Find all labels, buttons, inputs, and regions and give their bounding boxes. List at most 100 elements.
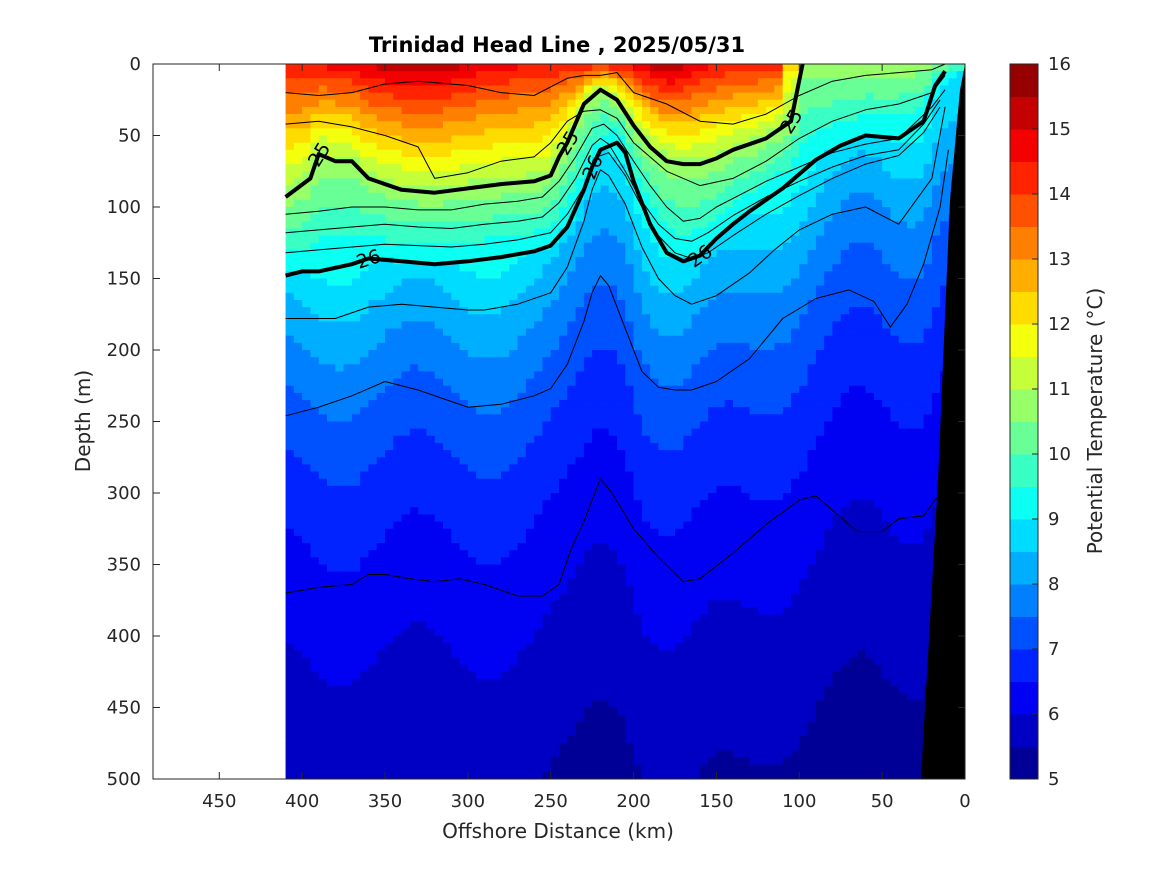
field-cell xyxy=(583,228,593,237)
field-cell xyxy=(376,156,386,165)
field-cell xyxy=(542,249,552,258)
field-cell xyxy=(443,671,452,680)
field-cell xyxy=(633,657,643,666)
field-cell xyxy=(368,478,378,487)
field-cell xyxy=(641,164,651,172)
field-cell xyxy=(666,314,676,322)
field-cell xyxy=(501,678,510,687)
field-cell xyxy=(318,600,328,608)
field-cell xyxy=(683,721,693,730)
field-cell xyxy=(459,235,469,244)
field-cell xyxy=(600,228,610,237)
field-cell xyxy=(467,578,477,587)
field-cell xyxy=(641,521,651,530)
field-cell xyxy=(650,514,660,523)
field-cell xyxy=(376,493,386,501)
field-cell xyxy=(666,257,676,265)
field-cell xyxy=(451,664,461,673)
field-cell xyxy=(451,514,461,523)
field-cell xyxy=(608,757,618,766)
field-cell xyxy=(675,450,684,458)
field-cell xyxy=(650,528,660,537)
field-cell xyxy=(401,135,411,144)
field-cell xyxy=(675,671,684,680)
field-cell xyxy=(467,700,477,709)
field-cell xyxy=(600,557,610,566)
field-cell xyxy=(409,392,419,401)
field-cell xyxy=(517,643,527,651)
field-cell xyxy=(443,171,452,179)
field-cell xyxy=(351,385,361,394)
field-cell xyxy=(310,106,320,115)
field-cell xyxy=(302,600,312,608)
field-cell xyxy=(293,757,303,766)
field-cell xyxy=(575,543,585,551)
field-cell xyxy=(509,421,519,430)
field-cell xyxy=(550,400,560,408)
field-cell xyxy=(443,199,452,208)
field-cell xyxy=(666,278,676,287)
field-cell xyxy=(459,142,469,151)
field-cell xyxy=(418,757,428,766)
field-cell xyxy=(418,421,428,430)
field-cell xyxy=(525,142,535,151)
field-cell xyxy=(542,156,552,165)
field-cell xyxy=(650,686,660,694)
field-cell xyxy=(583,636,593,644)
field-cell xyxy=(293,643,303,651)
field-cell xyxy=(351,378,361,387)
field-cell xyxy=(600,771,610,779)
field-cell xyxy=(509,535,519,544)
field-cell xyxy=(459,385,469,394)
field-cell xyxy=(385,249,394,258)
field-cell xyxy=(691,292,701,301)
field-cell xyxy=(310,78,320,87)
field-cell xyxy=(501,564,510,573)
field-cell xyxy=(459,500,469,508)
field-cell xyxy=(285,156,295,165)
field-cell xyxy=(476,493,486,501)
field-cell xyxy=(343,178,353,187)
field-cell xyxy=(608,71,618,79)
field-cell xyxy=(351,728,361,737)
field-cell xyxy=(501,621,510,630)
field-cell xyxy=(509,242,519,251)
field-cell xyxy=(376,378,386,387)
field-cell xyxy=(683,149,693,158)
field-cell xyxy=(691,564,701,573)
field-cell xyxy=(492,700,502,709)
field-cell xyxy=(542,71,552,79)
field-cell xyxy=(360,636,370,644)
field-cell xyxy=(459,457,469,465)
field-cell xyxy=(567,357,577,365)
field-cell xyxy=(285,207,295,215)
field-cell xyxy=(525,650,535,659)
field-cell xyxy=(451,271,461,280)
field-cell xyxy=(683,764,693,773)
field-cell xyxy=(476,621,486,630)
field-cell xyxy=(509,314,519,322)
field-cell xyxy=(426,528,436,537)
field-cell xyxy=(393,493,403,501)
field-cell xyxy=(509,707,519,716)
field-cell xyxy=(484,235,494,244)
field-cell xyxy=(484,578,494,587)
field-cell xyxy=(641,314,651,322)
field-cell xyxy=(625,428,635,437)
field-cell xyxy=(476,636,486,644)
field-cell xyxy=(418,364,428,373)
field-cell xyxy=(666,750,676,759)
field-cell xyxy=(426,307,436,315)
field-cell xyxy=(409,764,419,773)
field-cell xyxy=(501,149,510,158)
field-cell xyxy=(691,736,701,744)
field-cell xyxy=(517,307,527,315)
field-cell xyxy=(675,500,684,508)
field-cell xyxy=(426,392,436,401)
field-cell xyxy=(293,221,303,230)
field-cell xyxy=(617,357,626,365)
field-cell xyxy=(517,378,527,387)
field-cell xyxy=(617,628,626,637)
field-cell xyxy=(327,485,336,494)
field-cell xyxy=(542,342,552,351)
